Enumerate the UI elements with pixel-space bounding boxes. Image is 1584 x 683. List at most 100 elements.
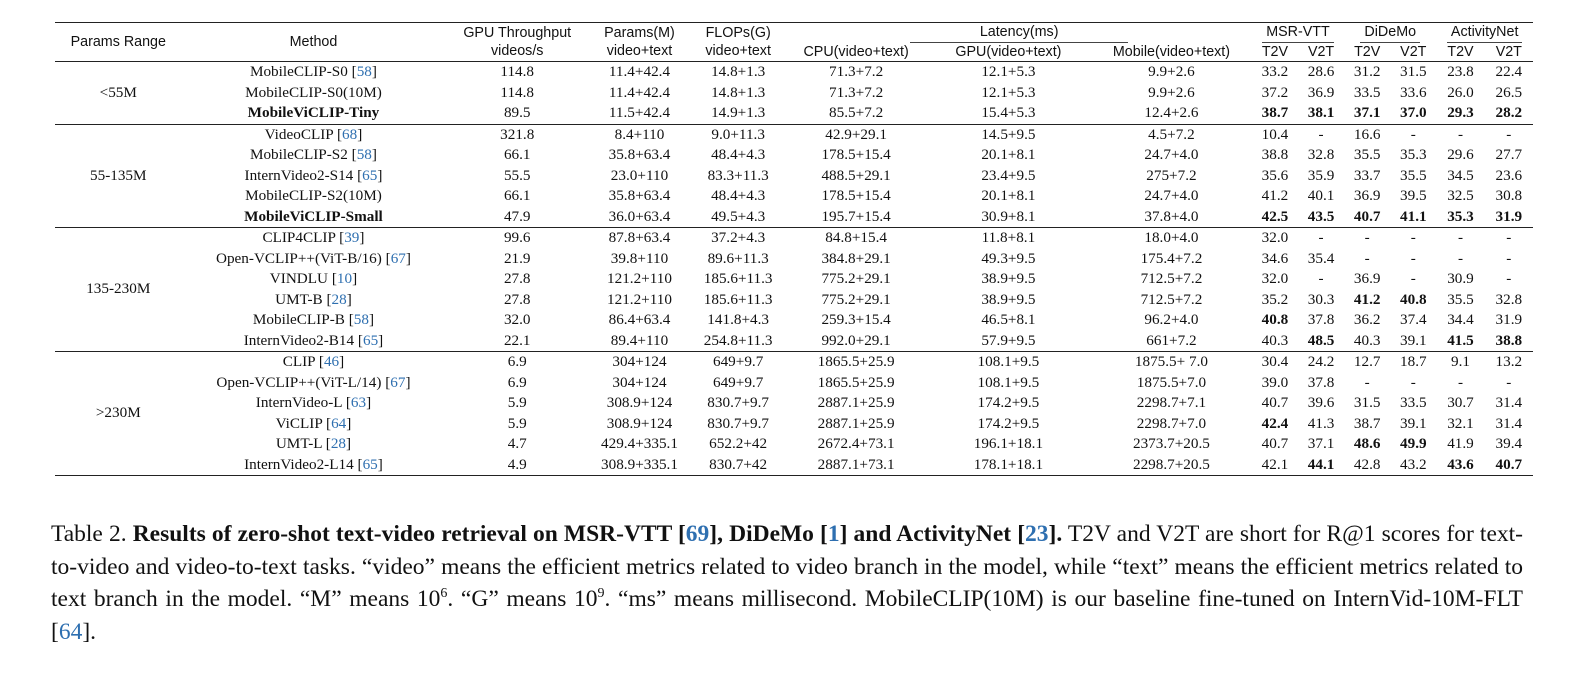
table-row: MobileCLIP-S2 [58] 66.1 35.8+63.4 48.4+4.3 1…	[55, 145, 1533, 166]
flops-cell: 49.5+4.3	[711, 207, 766, 225]
flops-cell: 649+9.7	[689, 351, 787, 373]
method-cell: UMT-L [28]	[275, 435, 352, 452]
didemo-t2v-cell: 36.2	[1353, 311, 1381, 328]
method-citation[interactable]: 39	[344, 229, 360, 246]
flops-cell: 185.6+11.3	[703, 270, 773, 287]
method-cell: MobileViCLIP-Small	[182, 207, 446, 228]
method-citation[interactable]: 64	[331, 414, 347, 432]
method-cell: MobileCLIP-S0(10M)	[182, 83, 446, 104]
didemo-v2t-cell: 43.2	[1390, 454, 1437, 476]
method-citation[interactable]: 67	[390, 249, 406, 267]
activitynet-header: ActivityNet	[1436, 22, 1533, 43]
caption-citation[interactable]: 1	[827, 521, 840, 547]
gpu-throughput-header-line1: GPU Throughput	[463, 25, 572, 41]
latency-mobile-cell: 275+7.2	[1146, 166, 1197, 184]
method-citation[interactable]: 65	[362, 455, 378, 473]
params-cell: 308.9+124	[606, 414, 673, 432]
didemo-v2t-cell: 18.7	[1390, 351, 1437, 373]
didemo-v2t-cell: 40.8	[1400, 290, 1427, 308]
caption-citation[interactable]: 69	[685, 521, 710, 547]
latency-mobile-cell: 18.0+4.0	[1090, 227, 1252, 249]
caption-citation[interactable]: 64	[58, 618, 83, 645]
table-row: InternVideo-L [63] 5.9 308.9+124 830.7+9.7 2…	[55, 393, 1533, 414]
method-name: VINDLU	[269, 270, 332, 287]
gpu-throughput-cell: 114.8	[500, 83, 535, 101]
table-row: MobileCLIP-S0(10M) 114.8 11.4+42.4 14.8+1.3…	[55, 83, 1533, 104]
didemo-v2t-cell: -	[1390, 227, 1437, 249]
latency-cpu-cell: 2672.4+73.1	[817, 435, 895, 452]
method-citation[interactable]: 46	[323, 353, 340, 370]
params-cell: 121.2+110	[607, 290, 672, 308]
params-cell: 304+124	[612, 373, 667, 391]
activitynet-t2v-cell: 29.3	[1447, 104, 1474, 121]
msrvtt-v2t-cell: 24.2	[1298, 351, 1345, 373]
latency-gpu-cell: 20.1+8.1	[981, 187, 1036, 204]
didemo-t2v-cell: 40.7	[1353, 207, 1381, 225]
activitynet-v2t-cell: 39.4	[1495, 435, 1523, 452]
method-cell: ViCLIP [64]	[275, 414, 352, 432]
latency-mobile-header: Mobile(video+text)	[1090, 43, 1252, 62]
method-citation[interactable]: 28	[331, 290, 347, 308]
activitynet-t2v-cell: 9.1	[1436, 351, 1485, 373]
latency-gpu-cell: 20.1+8.1	[981, 146, 1036, 163]
didemo-v2t-cell: 39.1	[1400, 414, 1427, 432]
msrvtt-t2v-header: T2V	[1251, 43, 1298, 62]
activitynet-t2v-cell: 35.3	[1447, 207, 1474, 225]
msrvtt-v2t-cell: -	[1298, 227, 1345, 249]
activitynet-v2t-cell: 31.9	[1495, 207, 1523, 225]
table-row: 135-230M CLIP4CLIP [39] 99.6 87.8+63.4 37.2+…	[55, 227, 1533, 352]
latency-mobile-cell: 2298.7+20.5	[1090, 454, 1252, 476]
table-row: UMT-B [28] 27.8 121.2+110 185.6+11.3 775.2+2…	[55, 290, 1533, 311]
activitynet-t2v-cell: 35.5	[1447, 290, 1474, 308]
didemo-v2t-cell: 41.1	[1400, 207, 1427, 225]
method-citation[interactable]: 65	[362, 166, 378, 184]
didemo-v2t-cell: 49.9	[1400, 435, 1427, 452]
didemo-t2v-cell: 35.5	[1353, 146, 1381, 163]
params-cell: 11.4+42.4	[589, 61, 690, 83]
method-citation[interactable]: 58	[356, 146, 372, 163]
method-citation[interactable]: 65	[362, 331, 379, 349]
msrvtt-t2v-cell: 38.7	[1261, 104, 1289, 121]
flops-cell: 48.4+4.3	[711, 187, 766, 204]
method-citation[interactable]: 10	[336, 270, 353, 287]
params-cell: 308.9+335.1	[589, 454, 690, 476]
activitynet-v2t-cell: 27.7	[1495, 146, 1523, 163]
latency-cpu-cell: 488.5+29.1	[821, 166, 891, 184]
didemo-header: DiDeMo	[1344, 22, 1437, 43]
caption-citation[interactable]: 23	[1025, 521, 1049, 547]
latency-cpu-cell: 85.5+7.2	[829, 104, 884, 121]
latency-gpu-cell: 196.1+18.1	[973, 435, 1044, 452]
table-row: Open-VCLIP++(ViT-B/16) [67] 21.9 39.8+110 8…	[55, 249, 1533, 270]
gpu-throughput-cell: 21.9	[503, 249, 531, 267]
method-name: Open-VCLIP++(ViT-B/16)	[215, 249, 386, 267]
latency-gpu-cell: 108.1+9.5	[925, 351, 1091, 373]
flops-cell: 652.2+42	[709, 435, 768, 452]
didemo-t2v-cell: 36.9	[1353, 187, 1381, 204]
didemo-v2t-cell: -	[1410, 249, 1416, 267]
params-cell: 11.4+42.4	[608, 83, 671, 101]
method-citation[interactable]: 67	[390, 373, 406, 391]
activitynet-v2t-cell: 26.5	[1495, 83, 1523, 101]
method-cell: CLIP4CLIP [39]	[181, 227, 446, 249]
caption-exponent: 6	[440, 586, 448, 602]
method-citation[interactable]: 58	[353, 311, 369, 328]
flops-cell: 14.8+1.3	[689, 61, 787, 83]
latency-gpu-cell: 38.9+9.5	[981, 270, 1036, 287]
method-citation[interactable]: 63	[350, 394, 367, 411]
latency-mobile-cell: 2298.7+7.1	[1136, 394, 1207, 411]
method-citation[interactable]: 58	[356, 63, 372, 80]
params-range-cell: 135-230M	[55, 227, 182, 352]
caption-text: ].	[82, 618, 97, 645]
activitynet-t2v-cell: -	[1457, 373, 1464, 391]
params-cell: 39.8+110	[610, 249, 669, 267]
latency-gpu-cell: 12.1+5.3	[981, 83, 1036, 101]
method-citation[interactable]: 28	[330, 435, 347, 452]
latency-mobile-cell: 1875.5+7.0	[1136, 373, 1207, 391]
method-cell: InternVideo2-L14 [65]	[181, 454, 446, 476]
didemo-t2v-cell: 12.7	[1344, 351, 1391, 373]
table-row: UMT-L [28] 4.7 429.4+335.1 652.2+42 2672.4+7…	[55, 434, 1533, 455]
results-table-container: Params Range Method GPU Throughput video…	[55, 22, 1533, 476]
latency-mobile-cell: 24.7+4.0	[1144, 187, 1199, 204]
caption-title-part: ] and ActivityNet [	[839, 521, 1026, 547]
method-citation[interactable]: 68	[342, 125, 358, 143]
